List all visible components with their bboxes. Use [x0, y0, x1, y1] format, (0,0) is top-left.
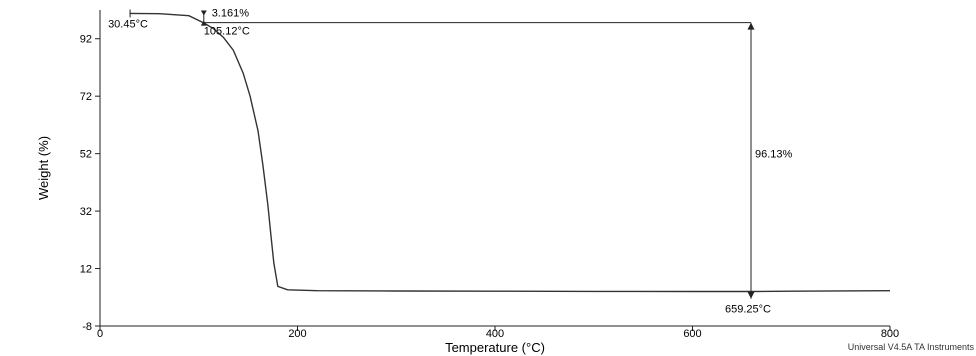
step2-arrowhead-bottom [747, 291, 755, 299]
annotation-layer: 3.161% 30.45°C 105.12°C 96.13% 659.25°C [108, 7, 792, 315]
y-tick-label: 32 [80, 206, 92, 218]
y-tick-label: 72 [80, 91, 92, 103]
x-tick-label: 600 [683, 328, 701, 340]
x-axis-title: Temperature (°C) [445, 340, 545, 355]
step1-end-temp-label: 105.12°C [204, 26, 250, 38]
step1-arrowhead-top [200, 10, 207, 16]
series-layer [129, 12, 891, 293]
y-axis-title: Weight (%) [36, 136, 51, 200]
y-axis-ticks: -8 12 32 52 72 92 [80, 34, 100, 333]
final-temp-label: 659.25°C [725, 304, 771, 316]
y-tick-label: -8 [82, 321, 92, 333]
x-tick-label: 0 [97, 328, 103, 340]
x-axis-ticks: 0 200 400 600 800 [97, 326, 899, 340]
x-tick-label: 800 [881, 328, 899, 340]
instrument-footer: Universal V4.5A TA Instruments [848, 342, 975, 352]
start-temp-label: 30.45°C [108, 18, 148, 30]
x-tick-label: 200 [288, 328, 306, 340]
loss-step1-label: 3.161% [212, 7, 250, 19]
y-tick-label: 52 [80, 149, 92, 161]
weight-curve [129, 12, 891, 293]
x-tick-label: 400 [486, 328, 504, 340]
step2-arrowhead-top [747, 22, 755, 30]
y-tick-label: 12 [80, 264, 92, 276]
plot-frame [99, 10, 890, 327]
y-tick-label: 92 [80, 34, 92, 46]
measurement-layer [129, 9, 755, 299]
loss-step2-label: 96.13% [755, 149, 793, 161]
